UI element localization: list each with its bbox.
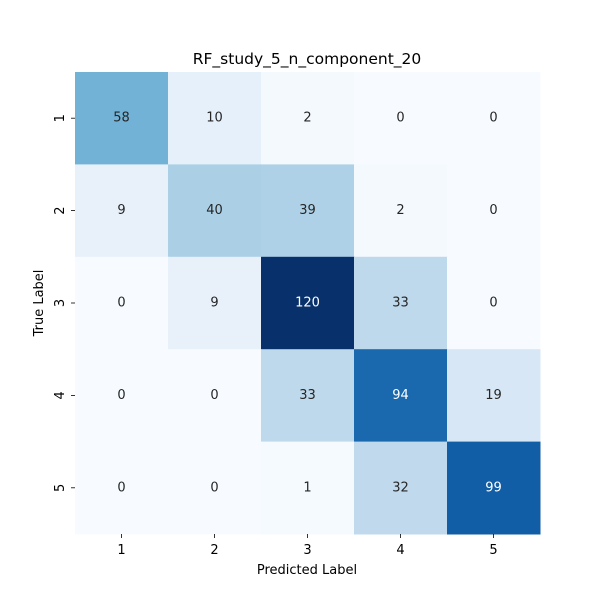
x-axis-ticks: 1 2 3 4 5 xyxy=(117,534,498,558)
y-axis-ticks: 1 2 3 4 5 xyxy=(53,114,75,492)
chart-title: RF_study_5_n_component_20 xyxy=(193,50,422,69)
heatmap-cell-value: 0 xyxy=(210,388,218,403)
heatmap-cell xyxy=(354,256,448,350)
heatmap-cell-value: 0 xyxy=(489,111,497,126)
heatmap-cell-value: 99 xyxy=(485,480,502,495)
heatmap-cell xyxy=(447,256,541,350)
y-axis-label: True Label xyxy=(32,270,47,338)
heatmap-cell-value: 0 xyxy=(396,111,404,126)
heatmap-cell xyxy=(261,164,355,258)
x-tick-label: 3 xyxy=(303,543,311,558)
heatmap-cell xyxy=(168,72,262,165)
heatmap-cell xyxy=(354,349,448,443)
x-tick-label: 2 xyxy=(210,543,218,558)
heatmap-cell xyxy=(75,164,169,258)
heatmap-cell-value: 39 xyxy=(299,203,316,218)
heatmap-cell-value: 9 xyxy=(210,296,218,311)
x-tick-label: 5 xyxy=(489,543,497,558)
heatmap-cell-value: 94 xyxy=(392,388,409,403)
heatmap-cell xyxy=(354,164,448,258)
heatmap-cell-value: 33 xyxy=(299,388,316,403)
heatmap-cell-value: 0 xyxy=(210,480,218,495)
heatmap-cell xyxy=(75,72,169,165)
heatmap-cell xyxy=(168,164,262,258)
heatmap-cell-value: 2 xyxy=(303,111,311,126)
heatmap-cell xyxy=(75,256,169,350)
heatmap-cell-value: 0 xyxy=(117,480,125,495)
heatmap-cell xyxy=(447,72,541,165)
heatmap-cell xyxy=(75,441,169,535)
y-tick-label: 5 xyxy=(53,484,68,492)
heatmap-cell-value: 1 xyxy=(303,480,311,495)
heatmap-cell xyxy=(75,349,169,443)
heatmap-cell-value: 58 xyxy=(113,111,130,126)
heatmap-cell-value: 33 xyxy=(392,296,409,311)
heatmap-cell-value: 9 xyxy=(117,203,125,218)
heatmap-cell-value: 0 xyxy=(117,296,125,311)
heatmap-cell xyxy=(354,441,448,535)
y-tick-label: 4 xyxy=(53,391,68,399)
heatmap-cell-value: 10 xyxy=(206,111,223,126)
heatmap-cell xyxy=(168,349,262,443)
heatmap-cell xyxy=(261,349,355,443)
heatmap-cell xyxy=(261,72,355,165)
heatmap-cell-value: 0 xyxy=(489,296,497,311)
x-axis-label: Predicted Label xyxy=(257,563,357,578)
heatmap-cells xyxy=(75,72,541,535)
heatmap-cell-value: 19 xyxy=(485,388,502,403)
x-tick-label: 1 xyxy=(117,543,125,558)
heatmap-cell xyxy=(354,72,448,165)
heatmap-cell xyxy=(447,441,541,535)
x-tick-label: 4 xyxy=(396,543,404,558)
heatmap-cell xyxy=(168,441,262,535)
heatmap-cell-labels: 58 10 2 0 0 9 40 39 2 0 0 9 120 33 0 0 0 33 94 19 0 0 1 32 99 xyxy=(113,111,502,496)
heatmap-cell-value: 120 xyxy=(295,296,320,311)
heatmap-cell xyxy=(447,349,541,443)
heatmap-cell-value: 2 xyxy=(396,203,404,218)
heatmap-cell-value: 0 xyxy=(489,203,497,218)
y-tick-label: 3 xyxy=(53,299,68,307)
heatmap-cell-value: 40 xyxy=(206,203,223,218)
heatmap-cell xyxy=(261,256,355,350)
heatmap-cell xyxy=(447,164,541,258)
heatmap-cell-value: 32 xyxy=(392,480,409,495)
heatmap-cell xyxy=(168,256,262,350)
heatmap-cell-value: 0 xyxy=(117,388,125,403)
y-tick-label: 2 xyxy=(53,206,68,214)
y-tick-label: 1 xyxy=(53,114,68,122)
heatmap-cell xyxy=(261,441,355,535)
